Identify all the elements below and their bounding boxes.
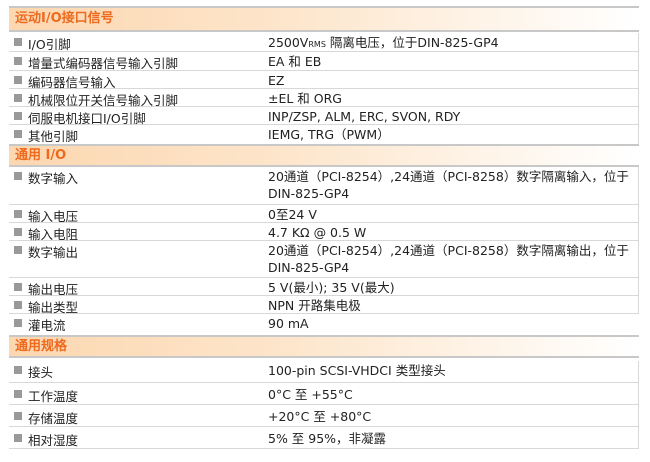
section-title: 运动I/O接口信号 [9, 6, 639, 32]
row-label: 编码器信号输入 [28, 75, 116, 90]
row-label: 输入电压 [28, 209, 79, 224]
section-general-specs: 通用规格 接头 100-pin SCSI-VHDCI 类型接头 工作温度 0°C 至… [9, 335, 639, 449]
table-row: 伺服电机接口I/O引脚 INP/ZSP, ALM, ERC, SVON, RDY [9, 107, 639, 126]
section-motion-io: 运动I/O接口信号 I/O引脚 2500VRMS 隔离电压，位于DIN-825-G… [9, 6, 639, 144]
row-label: 其他引脚 [28, 129, 79, 144]
row-value: 2500VRMS 隔离电压，位于DIN-825-GP4 [268, 35, 499, 50]
bullet-icon [14, 228, 22, 236]
row-label: I/O引脚 [28, 37, 71, 52]
row-label: 伺服电机接口I/O引脚 [28, 111, 146, 126]
row-value: 90 mA [268, 316, 309, 331]
row-value: NPN 开路集电极 [268, 298, 361, 313]
bullet-icon [14, 301, 22, 309]
row-label: 输入电阻 [28, 227, 79, 242]
row-value: IEMG, TRG（PWM） [268, 127, 390, 142]
bullet-icon [14, 94, 22, 102]
section-general-io: 通用 I/O 数字输入 20通道（PCI-8254）,24通道（PCI-8258）… [9, 144, 639, 333]
table-row: 输出电压 5 V(最小); 35 V(最大) [9, 278, 639, 297]
section-title: 通用 I/O [9, 144, 639, 167]
bullet-icon [14, 412, 22, 420]
row-label: 数字输入 [28, 171, 79, 186]
bullet-icon [14, 130, 22, 138]
row-value: 0至24 V [268, 207, 317, 222]
row-label: 相对湿度 [28, 433, 79, 448]
bullet-icon [14, 57, 22, 65]
table-row: 工作温度 0°C 至 +55°C [9, 383, 639, 405]
row-value: ±EL 和 ORG [268, 91, 342, 106]
table-row: 增量式编码器信号输入引脚 EA 和 EB [9, 52, 639, 71]
bullet-icon [14, 76, 22, 84]
row-label: 存储温度 [28, 411, 79, 426]
row-label: 工作温度 [28, 389, 79, 404]
table-row: 输出类型 NPN 开路集电极 [9, 296, 639, 315]
row-value: 0°C 至 +55°C [268, 387, 353, 402]
row-label: 数字输出 [28, 245, 79, 260]
bullet-icon [14, 319, 22, 327]
table-row: I/O引脚 2500VRMS 隔离电压，位于DIN-825-GP4 [9, 33, 639, 52]
bullet-icon [14, 112, 22, 120]
table-row: 数字输入 20通道（PCI-8254）,24通道（PCI-8258）数字隔离输入，… [9, 167, 639, 205]
table-row: 其他引脚 IEMG, TRG（PWM） [9, 125, 639, 144]
table-row: 相对湿度 5% 至 95%，非凝露 [9, 427, 639, 449]
table-row: 存储温度 +20°C 至 +80°C [9, 405, 639, 427]
row-value: 20通道（PCI-8254）,24通道（PCI-8258）数字隔离输出，位于DI… [268, 243, 629, 275]
row-value: EA 和 EB [268, 54, 322, 69]
bullet-icon [14, 172, 22, 180]
row-label: 接头 [28, 365, 54, 380]
table-row: 数字输出 20通道（PCI-8254）,24通道（PCI-8258）数字隔离输出，… [9, 241, 639, 278]
table-row: 接头 100-pin SCSI-VHDCI 类型接头 [9, 361, 639, 383]
row-value: INP/ZSP, ALM, ERC, SVON, RDY [268, 109, 461, 124]
bullet-icon [14, 283, 22, 291]
row-label: 增量式编码器信号输入引脚 [28, 56, 179, 71]
row-value: EZ [268, 73, 285, 88]
row-value: +20°C 至 +80°C [268, 409, 372, 424]
row-label: 输出类型 [28, 300, 79, 315]
bullet-icon [14, 434, 22, 442]
table-row: 输入电压 0至24 V [9, 205, 639, 224]
row-label: 灌电流 [28, 318, 66, 333]
bullet-icon [14, 246, 22, 254]
section-title: 通用规格 [9, 335, 639, 358]
table-row: 输入电阻 4.7 KΩ @ 0.5 W [9, 223, 639, 242]
table-row: 机械限位开关信号输入引脚 ±EL 和 ORG [9, 89, 639, 108]
table-row: 编码器信号输入 EZ [9, 71, 639, 90]
row-label: 机械限位开关信号输入引脚 [28, 93, 179, 108]
row-value: 5 V(最小); 35 V(最大) [268, 280, 395, 295]
row-value: 5% 至 95%，非凝露 [268, 431, 387, 446]
row-value: 4.7 KΩ @ 0.5 W [268, 225, 367, 240]
bullet-icon [14, 366, 22, 374]
bullet-icon [14, 390, 22, 398]
bullet-icon [14, 38, 22, 46]
table-row: 灌电流 90 mA [9, 314, 639, 333]
row-value: 20通道（PCI-8254）,24通道（PCI-8258）数字隔离输入，位于DI… [268, 169, 629, 201]
row-label: 输出电压 [28, 282, 79, 297]
bullet-icon [14, 210, 22, 218]
row-value: 100-pin SCSI-VHDCI 类型接头 [268, 363, 446, 378]
